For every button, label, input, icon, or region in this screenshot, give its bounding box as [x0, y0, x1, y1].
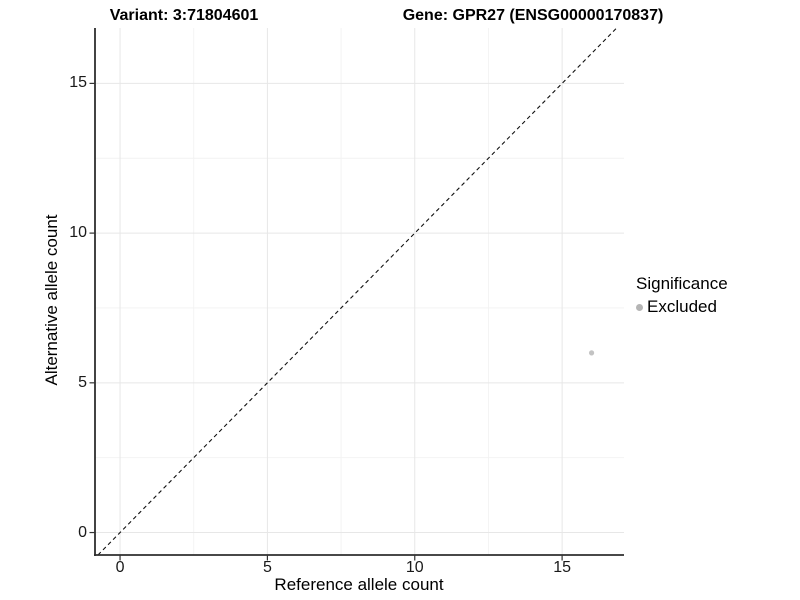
variant-title: Variant: 3:71804601 — [109, 7, 259, 24]
legend-point-icon — [636, 303, 643, 311]
y-tick-label: 15 — [69, 74, 87, 92]
legend-item: Excluded — [636, 297, 728, 317]
x-tick-label: 15 — [553, 559, 572, 576]
identity-line — [97, 27, 618, 556]
x-tick-label: 5 — [262, 559, 272, 576]
x-axis-title: Reference allele count — [274, 575, 444, 594]
y-tick-label: 5 — [78, 373, 87, 391]
y-axis-title: Alternative allele count — [42, 214, 61, 386]
legend-item-label: Excluded — [647, 297, 717, 316]
data-point — [588, 350, 595, 356]
x-tick-label: 0 — [115, 559, 125, 576]
y-tick-label: 10 — [69, 224, 87, 242]
gene-title: Gene: GPR27 (ENSG00000170837) — [402, 7, 664, 24]
x-tick-label: 10 — [405, 559, 424, 576]
legend: Significance Excluded — [636, 274, 728, 317]
y-tick-label: 0 — [78, 523, 87, 541]
legend-title: Significance — [636, 274, 728, 293]
legend-items: Excluded — [636, 297, 728, 317]
